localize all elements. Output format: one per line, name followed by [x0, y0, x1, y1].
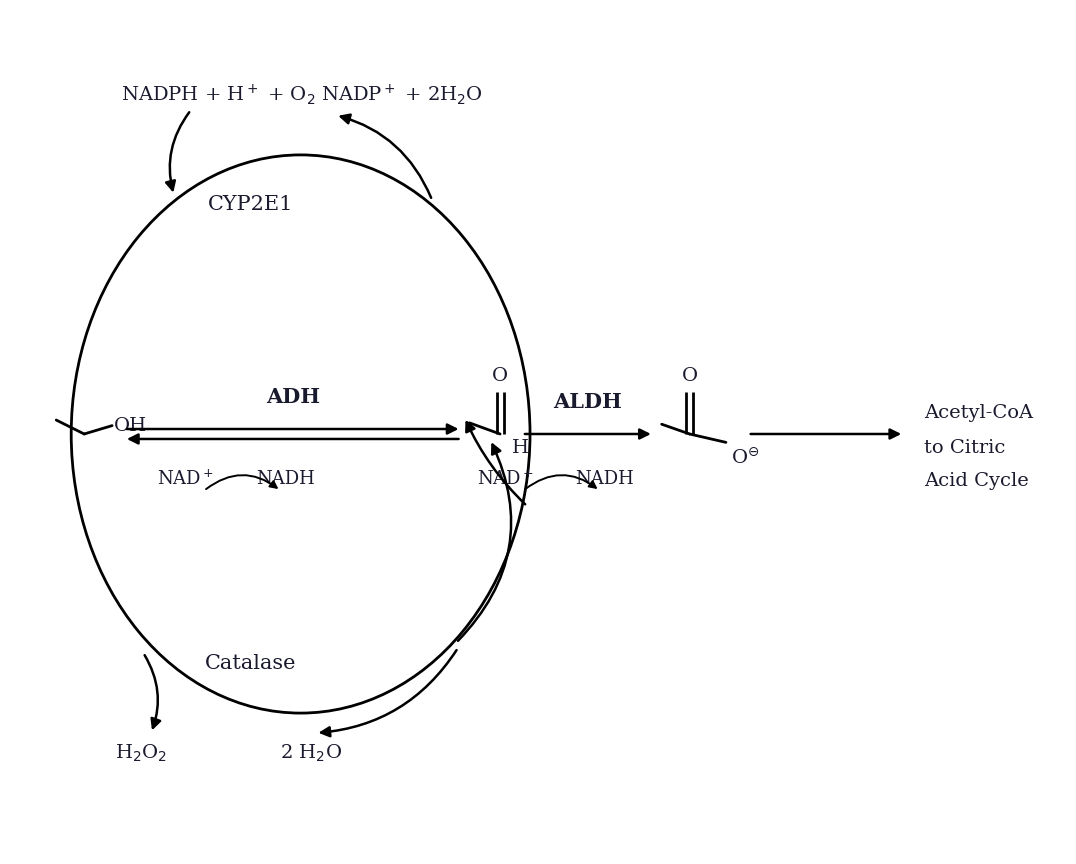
- Text: NADH: NADH: [576, 470, 634, 488]
- Text: O: O: [681, 367, 697, 385]
- Text: 2 H$_2$O: 2 H$_2$O: [280, 742, 341, 764]
- Text: NADP$^+$ + 2H$_2$O: NADP$^+$ + 2H$_2$O: [321, 83, 482, 107]
- Text: OH: OH: [114, 416, 147, 435]
- Text: CYP2E1: CYP2E1: [208, 195, 294, 214]
- Text: Catalase: Catalase: [206, 654, 297, 673]
- Text: O: O: [492, 367, 508, 385]
- Text: H: H: [512, 439, 529, 457]
- Text: to Citric: to Citric: [924, 439, 1005, 457]
- Text: Acetyl-CoA: Acetyl-CoA: [924, 404, 1033, 422]
- Text: ADH: ADH: [266, 387, 320, 407]
- Text: Acid Cycle: Acid Cycle: [924, 472, 1029, 490]
- Text: H$_2$O$_2$: H$_2$O$_2$: [115, 742, 167, 764]
- Text: O$^{\ominus}$: O$^{\ominus}$: [731, 448, 760, 468]
- Text: NADPH + H$^+$ + O$_2$: NADPH + H$^+$ + O$_2$: [122, 83, 315, 107]
- Text: NAD$^+$: NAD$^+$: [477, 469, 534, 488]
- Text: NADH: NADH: [256, 470, 315, 488]
- Text: ALDH: ALDH: [553, 392, 622, 412]
- Text: NAD$^+$: NAD$^+$: [157, 469, 214, 488]
